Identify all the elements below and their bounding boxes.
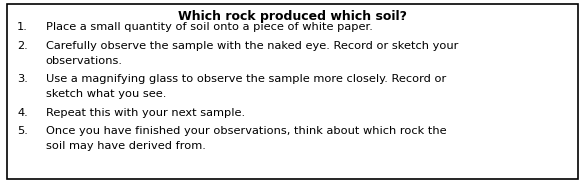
Text: Carefully observe the sample with the naked eye. Record or sketch your: Carefully observe the sample with the na…	[46, 41, 458, 51]
FancyBboxPatch shape	[7, 4, 578, 179]
Text: 2.: 2.	[18, 41, 28, 51]
Text: 5.: 5.	[17, 126, 28, 136]
Text: Repeat this with your next sample.: Repeat this with your next sample.	[46, 108, 245, 118]
Text: observations.: observations.	[46, 56, 123, 66]
Text: Use a magnifying glass to observe the sample more closely. Record or: Use a magnifying glass to observe the sa…	[46, 74, 446, 84]
Text: 4.: 4.	[18, 108, 28, 118]
Text: Once you have finished your observations, think about which rock the: Once you have finished your observations…	[46, 126, 446, 136]
Text: 3.: 3.	[17, 74, 28, 84]
Text: soil may have derived from.: soil may have derived from.	[46, 141, 205, 151]
Text: Which rock produced which soil?: Which rock produced which soil?	[178, 10, 407, 23]
Text: sketch what you see.: sketch what you see.	[46, 89, 166, 99]
Text: 1.: 1.	[17, 22, 28, 32]
Text: Place a small quantity of soil onto a piece of white paper.: Place a small quantity of soil onto a pi…	[46, 22, 373, 32]
